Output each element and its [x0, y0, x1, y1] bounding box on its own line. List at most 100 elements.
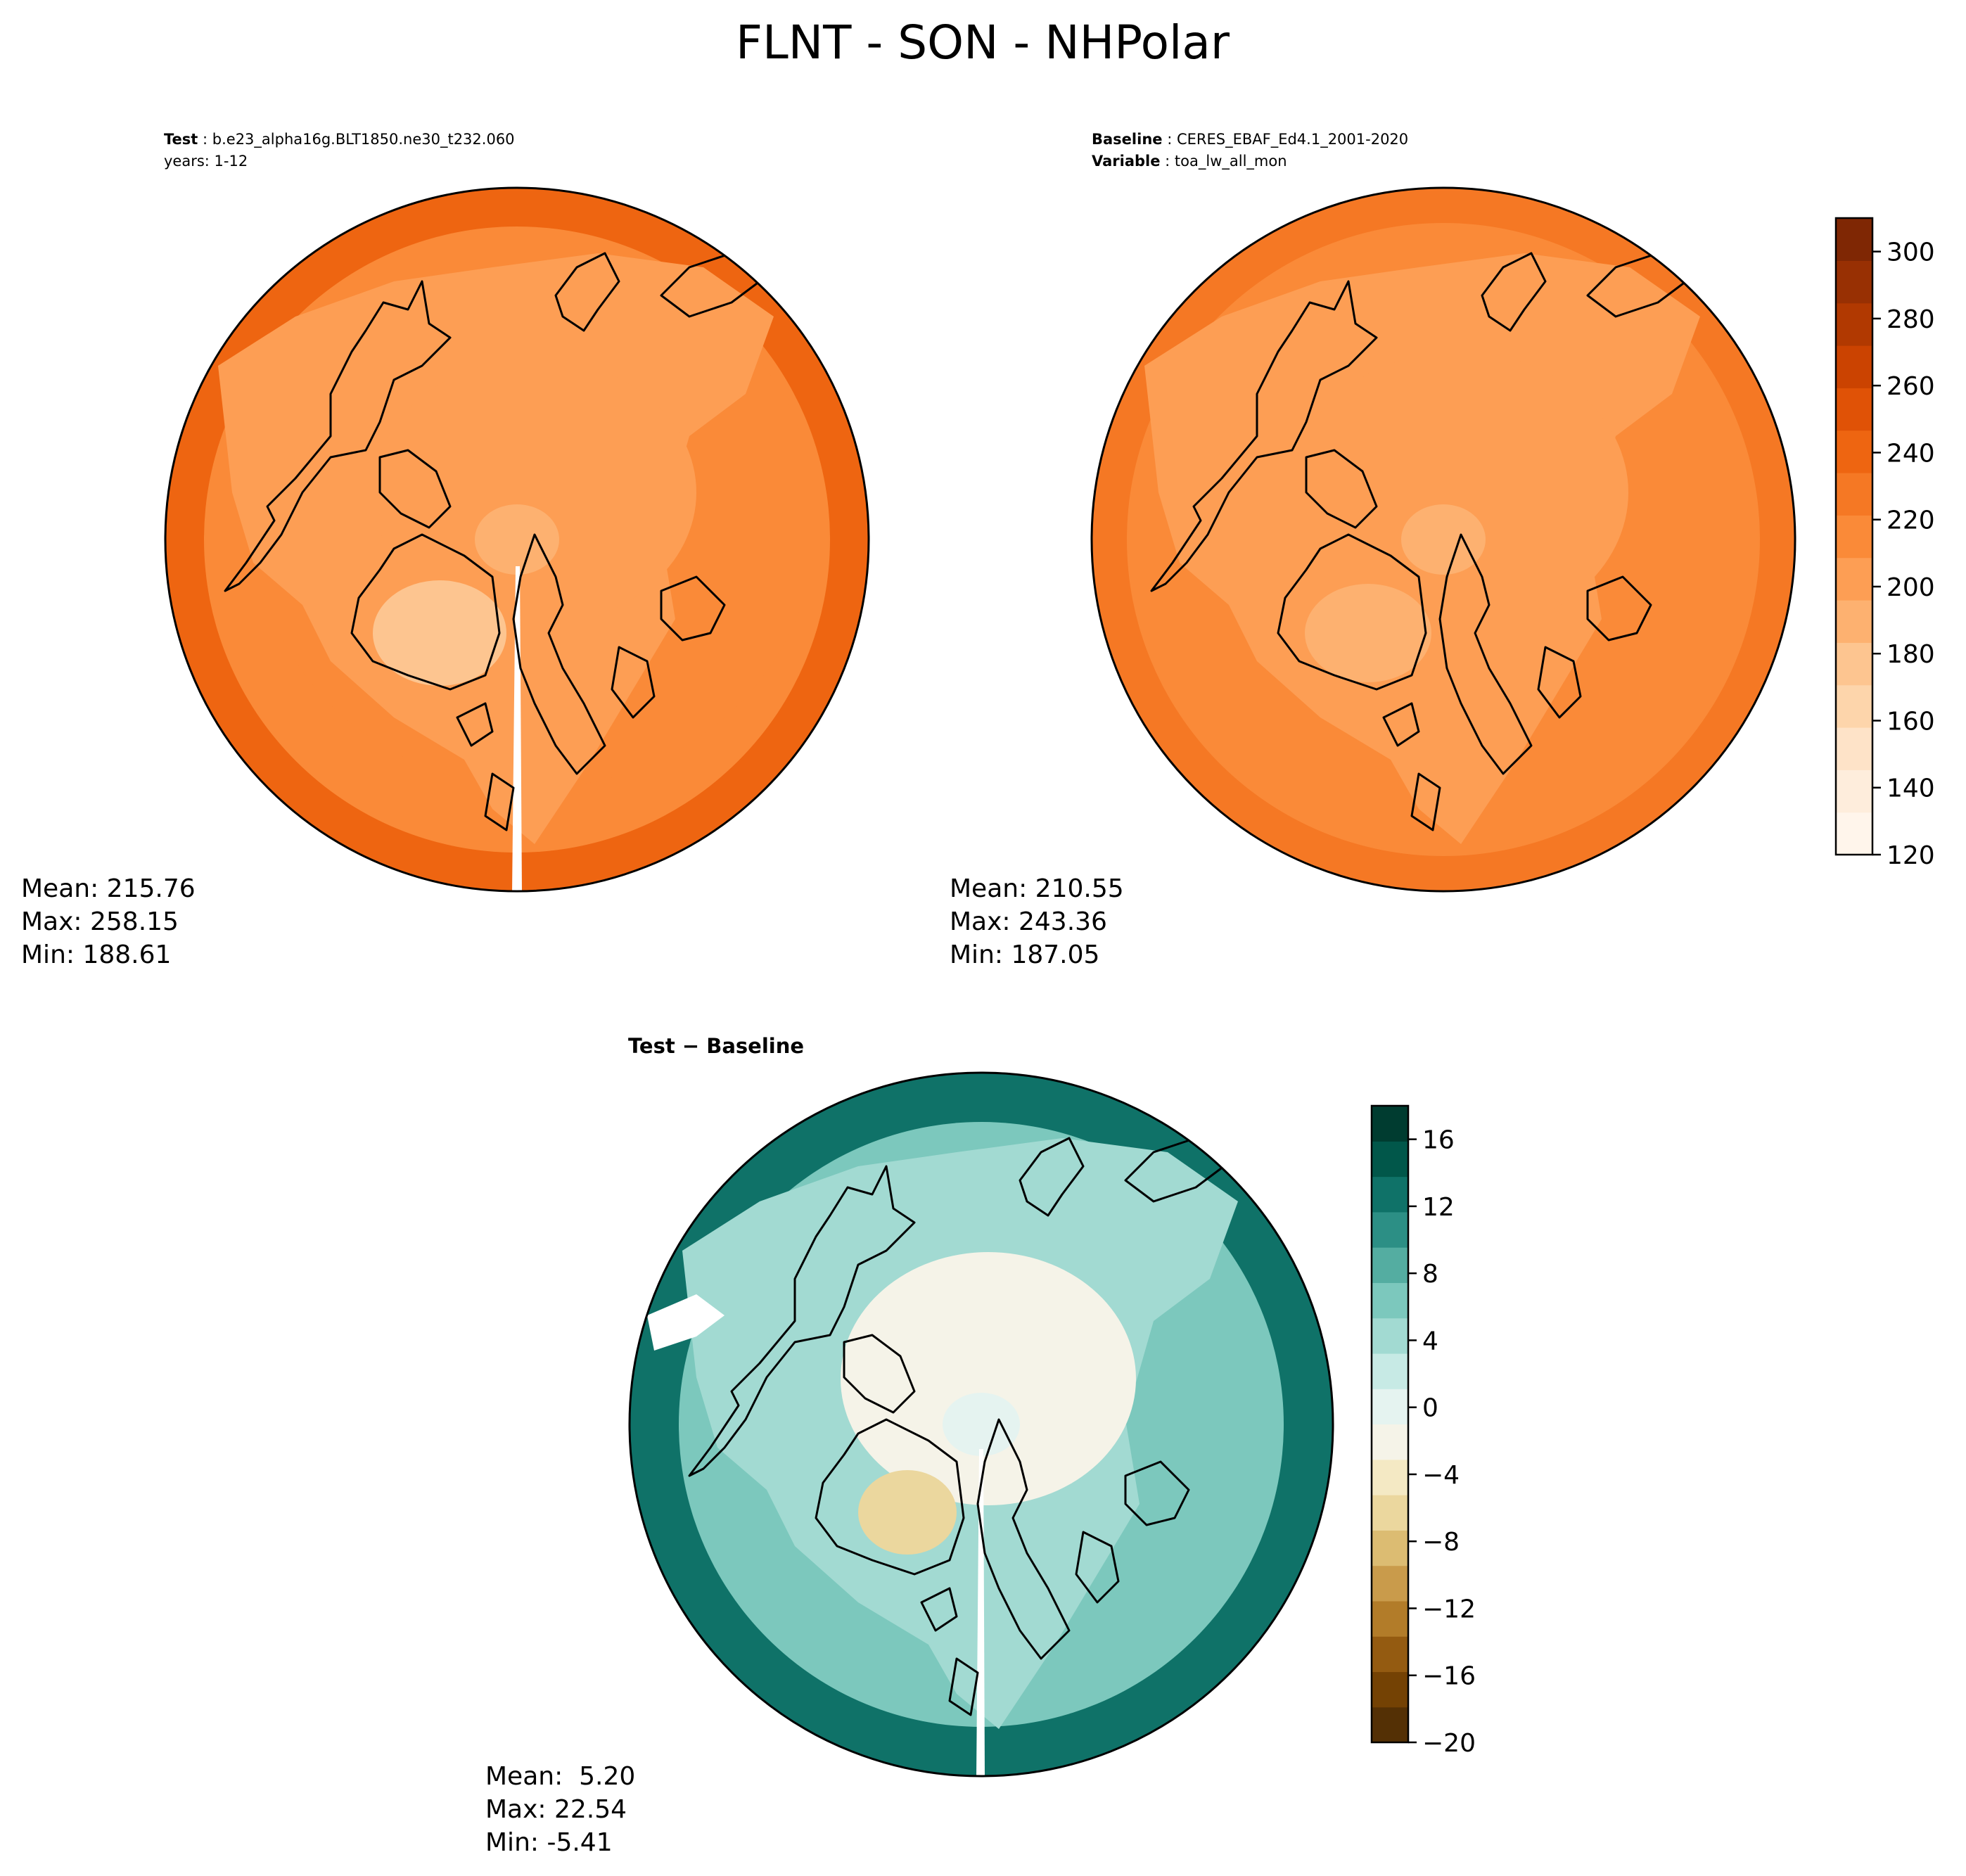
baseline-stat-min: Min: 187.05	[950, 940, 1099, 969]
colorbar-swatch	[1372, 1636, 1408, 1673]
colorbar-tick-label: 0	[1422, 1394, 1438, 1423]
colorbar-frame	[1834, 217, 1874, 856]
colorbar-frame	[1370, 1104, 1410, 1744]
colorbar-swatch	[1836, 812, 1872, 855]
colorbar-tick-label: 120	[1887, 841, 1935, 870]
difference-panel: Test − Baseline Mean: 5.20 Max: 22.54 Mi…	[485, 1034, 1476, 1857]
coastline-segment	[1150, 280, 1378, 592]
coastline-segment	[688, 1165, 916, 1477]
difference-map-arctic-zone	[841, 1252, 1136, 1505]
baseline-variable-label: Variable	[1092, 153, 1160, 170]
colorbar-swatch	[1372, 1141, 1408, 1178]
test-map-arctic-zone	[373, 359, 696, 626]
coastline-segment	[1305, 449, 1378, 529]
colorbar-swatch	[1372, 1106, 1408, 1142]
baseline-panel: Baseline : CERES_EBAF_Ed4.1_2001-2020 Va…	[950, 131, 1935, 969]
colorbar-tick-label: 240	[1887, 439, 1935, 468]
colorbar-tick-label: 280	[1887, 305, 1935, 334]
coastline-segment	[1124, 1460, 1190, 1526]
colorbar-swatch	[1372, 1211, 1408, 1248]
coastline-segment	[1481, 252, 1547, 332]
difference-map	[630, 1073, 1333, 1776]
coastline-segment	[224, 280, 452, 592]
coastline-segment	[1019, 1137, 1085, 1217]
colorbar-swatch	[1836, 727, 1872, 770]
test-map-missing-sector	[512, 566, 522, 891]
difference-map-pole-zone	[943, 1393, 1020, 1456]
colorbar-swatch	[1372, 1317, 1408, 1354]
coastline-segment	[976, 1418, 1071, 1660]
difference-subtitle: Test − Baseline	[628, 1034, 804, 1058]
colorbar-swatch	[1372, 1530, 1408, 1566]
test-stat-mean: Mean: 215.76	[21, 874, 196, 903]
baseline-colorbar: 120 140 160 180 200 220 240 260 280 300	[1834, 217, 1935, 870]
colorbar-swatch	[1836, 600, 1872, 643]
colorbar-swatch	[1836, 345, 1872, 388]
colorbar-tick-label: 200	[1887, 573, 1935, 602]
coastline-segment	[378, 449, 452, 529]
colorbar-tick-label: −16	[1422, 1662, 1476, 1691]
coastline-segment	[1075, 1531, 1120, 1604]
colorbar-tick-label: 140	[1887, 774, 1935, 803]
colorbar-swatch	[1372, 1459, 1408, 1495]
baseline-subtitle: Baseline : CERES_EBAF_Ed4.1_2001-2020	[1092, 131, 1408, 148]
colorbar-tick-label: 180	[1887, 640, 1935, 669]
baseline-variable-sep: :	[1160, 153, 1174, 170]
coastline-segment	[660, 575, 726, 642]
coastline-segment	[920, 1587, 958, 1632]
baseline-variable-name: toa_lw_all_mon	[1175, 153, 1287, 170]
coastline-segment	[1382, 702, 1420, 747]
colorbar-tick-label: −12	[1422, 1595, 1476, 1623]
coastline-segment	[554, 252, 620, 332]
colorbar-swatch	[1836, 515, 1872, 559]
baseline-subtitle-sep: :	[1163, 131, 1177, 148]
colorbar-swatch	[1836, 770, 1872, 813]
colorbar-swatch	[1372, 1671, 1408, 1708]
colorbar-swatch	[1372, 1565, 1408, 1602]
colorbar-swatch	[1372, 1247, 1408, 1283]
figure-title: FLNT - SON - NHPolar	[736, 15, 1230, 70]
baseline-stat-max: Max: 243.36	[950, 907, 1107, 936]
colorbar-tick-label: 12	[1422, 1193, 1455, 1222]
difference-coastlines	[688, 1137, 1225, 1716]
coastline-segment	[484, 772, 515, 831]
baseline-map-pole-zone	[1401, 504, 1486, 575]
baseline-map-arctic-zone	[1291, 352, 1628, 633]
test-stat-max: Max: 258.15	[21, 907, 179, 936]
coastline-segment	[1537, 646, 1582, 719]
coastline-segment	[815, 1418, 965, 1576]
colorbar-swatch	[1836, 388, 1872, 431]
test-subtitle-label: Test	[164, 131, 198, 148]
baseline-map-boundary	[1090, 186, 1796, 893]
colorbar-swatch	[1836, 473, 1872, 516]
difference-colorbar: −20 −16 −12 −8 −4 0 4 8 12 16	[1370, 1104, 1476, 1758]
colorbar-swatch	[1836, 260, 1872, 304]
baseline-coastlines	[1150, 252, 1687, 831]
coastline-segment	[843, 1334, 916, 1414]
colorbar-tick-label: 260	[1887, 372, 1935, 401]
coastline-segment	[948, 1657, 979, 1716]
colorbar-swatch	[1372, 1706, 1408, 1743]
test-subtitle-years: years: 1-12	[164, 153, 248, 170]
colorbar-swatch	[1372, 1424, 1408, 1460]
baseline-variable: Variable : toa_lw_all_mon	[1092, 153, 1287, 170]
test-map-boundary	[164, 186, 870, 893]
colorbar-tick-label: 160	[1887, 707, 1935, 736]
coastline-segment	[350, 533, 501, 691]
colorbar-swatch	[1836, 557, 1872, 601]
coastline-segment	[611, 646, 656, 719]
colorbar-tick-label: 4	[1422, 1327, 1438, 1355]
baseline-map	[1092, 188, 1795, 891]
colorbar-tick-label: 16	[1422, 1126, 1455, 1155]
test-map	[165, 188, 869, 891]
colorbar-swatch	[1836, 430, 1872, 473]
colorbar-swatch	[1372, 1389, 1408, 1425]
colorbar-tick-label: −8	[1422, 1528, 1460, 1557]
test-subtitle-case: b.e23_alpha16g.BLT1850.ne30_t232.060	[212, 131, 515, 148]
difference-stat-max: Max: 22.54	[485, 1795, 627, 1824]
colorbar-tick-label: −4	[1422, 1461, 1460, 1490]
baseline-subtitle-source: CERES_EBAF_Ed4.1_2001-2020	[1177, 131, 1408, 148]
difference-map-greenland-zone	[858, 1470, 957, 1555]
coastline-segment	[1438, 533, 1533, 775]
